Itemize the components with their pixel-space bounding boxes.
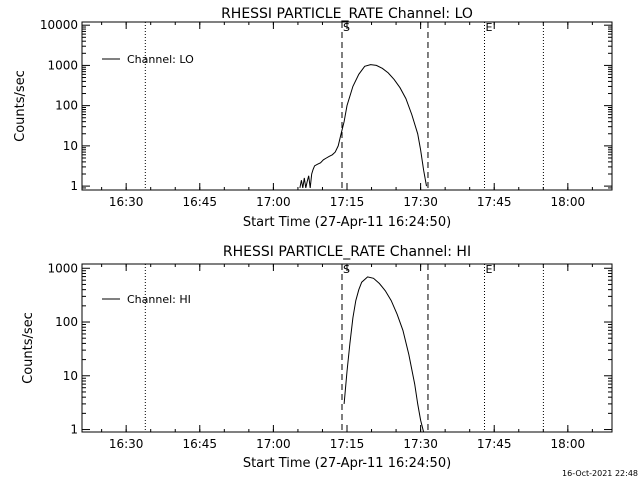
- x-tick-label: 18:00: [551, 195, 586, 209]
- x-tick-label: 16:45: [182, 195, 217, 209]
- legend-label: Channel: LO: [127, 53, 194, 66]
- chart-panel-0: RHESSI PARTICLE_RATE Channel: LO 16:30 16:…: [13, 6, 613, 230]
- x-axis-label: Start Time (27-Apr-11 16:24:50): [243, 456, 451, 471]
- data-series-line-0: [299, 64, 427, 189]
- y-tick-label: 10: [63, 139, 78, 153]
- chart-title: RHESSI PARTICLE_RATE Channel: LO: [221, 6, 473, 22]
- end-marker: E: [486, 263, 493, 276]
- x-tick-label: 17:15: [330, 437, 365, 451]
- chart-title: RHESSI PARTICLE_RATE Channel: HI: [223, 244, 471, 260]
- y-tick-label: 1000: [47, 261, 78, 275]
- x-tick-label: 17:45: [477, 437, 512, 451]
- y-axis-label: Counts/sec: [21, 312, 36, 384]
- x-tick-label: 17:30: [403, 437, 438, 451]
- chart-panel-1: RHESSI PARTICLE_RATE Channel: HI 16:30 16:…: [21, 244, 613, 471]
- y-tick-label: 1: [70, 423, 78, 437]
- x-tick-label: 17:00: [256, 195, 291, 209]
- y-tick-label: 100: [55, 99, 78, 113]
- y-tick-label: 100: [55, 315, 78, 329]
- y-tick-label: 1: [70, 179, 78, 193]
- x-tick-label: 16:45: [182, 437, 217, 451]
- x-tick-label: 17:45: [477, 195, 512, 209]
- x-tick-label: 18:00: [551, 437, 586, 451]
- x-axis-label: Start Time (27-Apr-11 16:24:50): [243, 215, 451, 230]
- y-tick-label: 10000: [40, 18, 78, 32]
- x-tick-label: 17:15: [330, 195, 365, 209]
- end-marker: E: [486, 21, 493, 34]
- plot-frame: [81, 263, 613, 433]
- x-tick-label: 17:30: [403, 195, 438, 209]
- data-series-line-0: [343, 276, 425, 433]
- start-marker: S: [343, 21, 350, 34]
- y-axis-label: Counts/sec: [13, 70, 28, 142]
- legend-label: Channel: HI: [127, 293, 191, 306]
- x-tick-label: 16:30: [109, 437, 144, 451]
- y-tick-label: 10: [63, 369, 78, 383]
- x-tick-label: 17:00: [256, 437, 291, 451]
- start-marker: S: [343, 263, 350, 276]
- y-tick-label: 1000: [47, 58, 78, 72]
- footer-timestamp: 16-Oct-2021 22:48: [562, 469, 638, 478]
- x-tick-label: 16:30: [109, 195, 144, 209]
